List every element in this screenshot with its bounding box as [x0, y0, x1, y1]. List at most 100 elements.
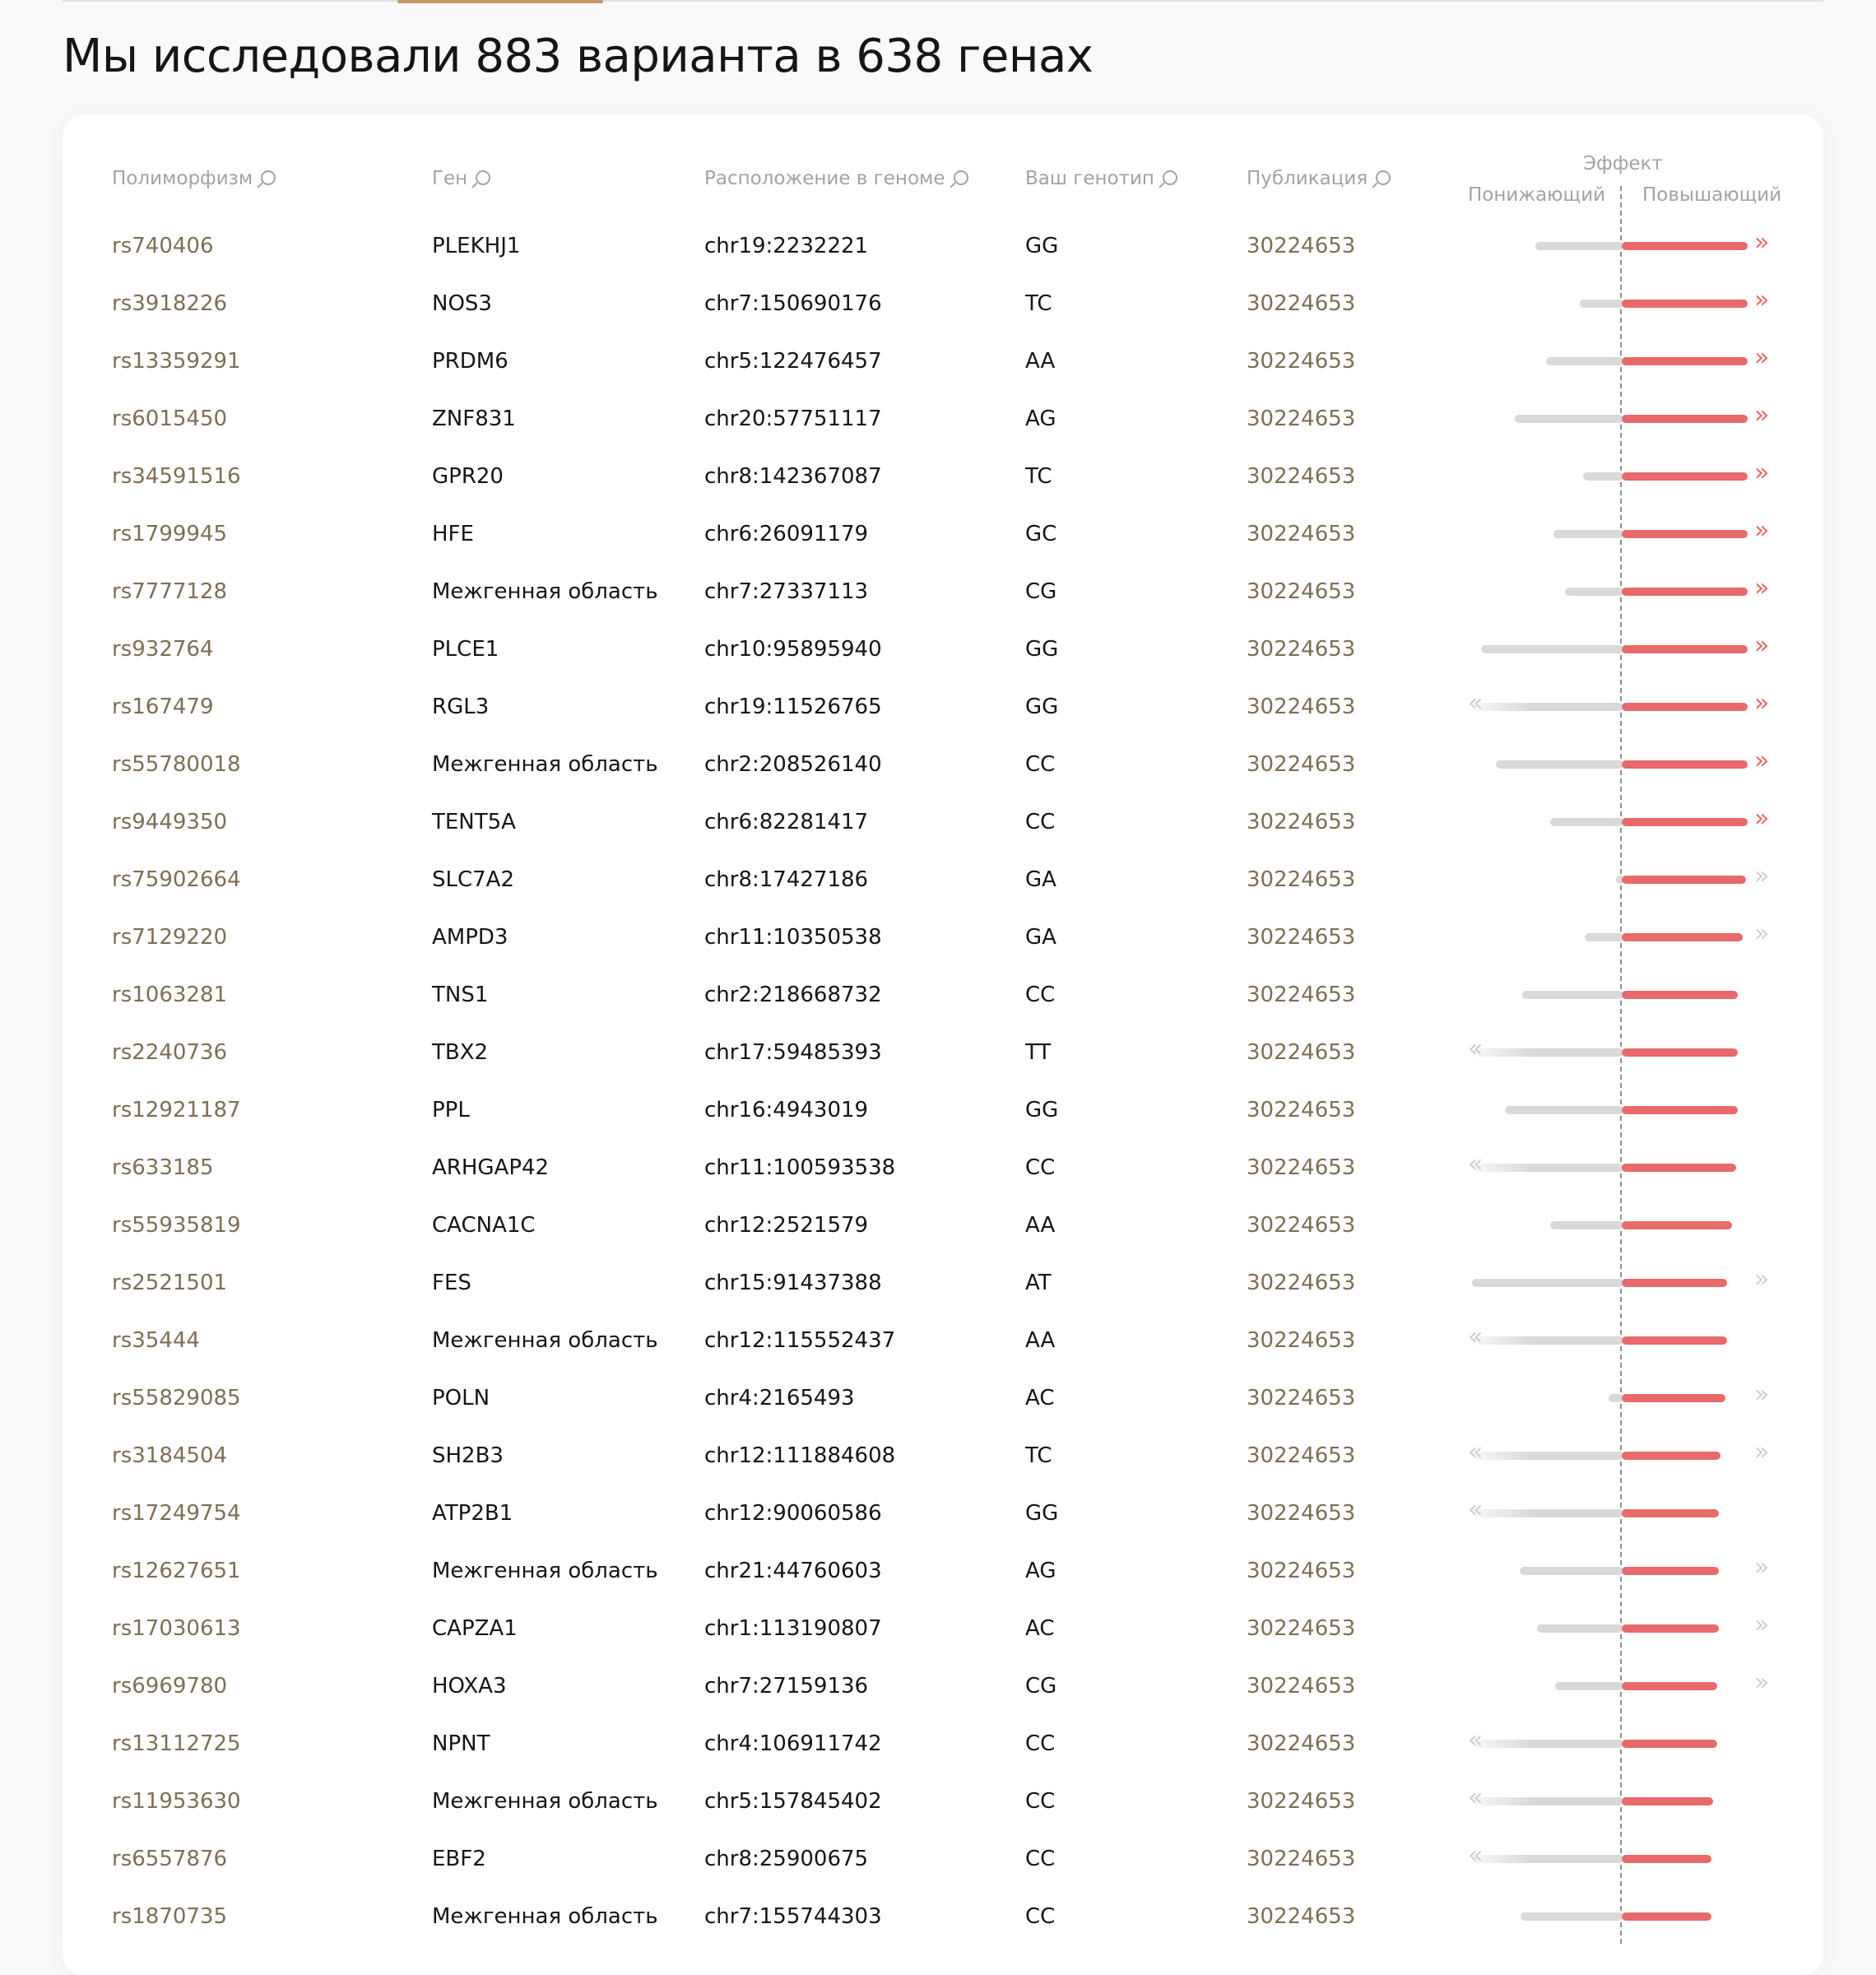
table-row[interactable]: rs55829085 POLN chr4:2165493 AC 30224653 »: [0, 1368, 1876, 1425]
polymorphism-link[interactable]: rs35444: [112, 1328, 200, 1353]
publication-link[interactable]: 30224653: [1247, 1847, 1356, 1871]
publication-link[interactable]: 30224653: [1247, 1328, 1356, 1353]
publication-link[interactable]: 30224653: [1247, 234, 1356, 258]
polymorphism-link[interactable]: rs6015450: [112, 407, 228, 431]
table-row[interactable]: rs75902664 SLC7A2 chr8:17427186 GA 30224653 »: [0, 849, 1876, 907]
column-header-polymorphism[interactable]: Полиморфизм: [112, 168, 276, 189]
table-row[interactable]: rs17249754 ATP2B1 chr12:90060586 GG 30224653…: [0, 1483, 1876, 1540]
table-row[interactable]: rs6015450 ZNF831 chr20:57751117 AG 30224653 »: [0, 388, 1876, 446]
polymorphism-link[interactable]: rs11953630: [112, 1789, 241, 1814]
polymorphism-link[interactable]: rs6557876: [112, 1847, 228, 1871]
table-row[interactable]: rs12627651 Межгенная область chr21:4476060…: [0, 1540, 1876, 1598]
table-row[interactable]: rs2521501 FES chr15:91437388 AT 30224653 »: [0, 1252, 1876, 1310]
table-row[interactable]: rs3918226 NOS3 chr7:150690176 TC 30224653 »: [0, 273, 1876, 331]
publication-link[interactable]: 30224653: [1247, 1789, 1356, 1814]
polymorphism-link[interactable]: rs55935819: [112, 1213, 241, 1238]
publication-link[interactable]: 30224653: [1247, 1386, 1356, 1410]
search-icon[interactable]: [261, 170, 276, 185]
publication-link[interactable]: 30224653: [1247, 291, 1356, 316]
polymorphism-link[interactable]: rs1063281: [112, 983, 228, 1007]
polymorphism-link[interactable]: rs34591516: [112, 464, 241, 489]
publication-link[interactable]: 30224653: [1247, 349, 1356, 374]
publication-link[interactable]: 30224653: [1247, 522, 1356, 546]
table-row[interactable]: rs1799945 HFE chr6:26091179 GC 30224653 »: [0, 504, 1876, 561]
publication-link[interactable]: 30224653: [1247, 1271, 1356, 1295]
table-row[interactable]: rs6557876 EBF2 chr8:25900675 CC 30224653 «: [0, 1829, 1876, 1886]
table-row[interactable]: rs35444 Межгенная область chr12:115552437 A…: [0, 1310, 1876, 1368]
polymorphism-link[interactable]: rs1870735: [112, 1904, 228, 1929]
table-row[interactable]: rs6969780 HOXA3 chr7:27159136 CG 30224653 »: [0, 1656, 1876, 1713]
polymorphism-link[interactable]: rs13359291: [112, 349, 241, 374]
polymorphism-link[interactable]: rs17030613: [112, 1616, 241, 1641]
publication-link[interactable]: 30224653: [1247, 1904, 1356, 1929]
polymorphism-link[interactable]: rs55780018: [112, 752, 241, 777]
publication-link[interactable]: 30224653: [1247, 752, 1356, 777]
table-row[interactable]: rs9449350 TENT5A chr6:82281417 CC 30224653 »: [0, 792, 1876, 849]
table-row[interactable]: rs17030613 CAPZA1 chr1:113190807 AC 30224653…: [0, 1598, 1876, 1656]
publication-link[interactable]: 30224653: [1247, 1559, 1356, 1583]
search-icon[interactable]: [953, 170, 968, 185]
search-icon[interactable]: [1376, 170, 1391, 185]
polymorphism-link[interactable]: rs12921187: [112, 1098, 241, 1122]
table-row[interactable]: rs740406 PLEKHJ1 chr19:2232221 GG 30224653 »: [0, 216, 1876, 273]
polymorphism-link[interactable]: rs2240736: [112, 1040, 228, 1065]
polymorphism-link[interactable]: rs2521501: [112, 1271, 228, 1295]
table-row[interactable]: rs1063281 TNS1 chr2:218668732 CC 30224653: [0, 964, 1876, 1022]
publication-link[interactable]: 30224653: [1247, 1674, 1356, 1698]
table-row[interactable]: rs55780018 Межгенная область chr2:20852614…: [0, 734, 1876, 792]
polymorphism-link[interactable]: rs55829085: [112, 1386, 241, 1410]
publication-link[interactable]: 30224653: [1247, 867, 1356, 892]
publication-link[interactable]: 30224653: [1247, 637, 1356, 662]
table-row[interactable]: rs7777128 Межгенная область chr7:27337113 C…: [0, 561, 1876, 619]
polymorphism-link[interactable]: rs932764: [112, 637, 214, 662]
polymorphism-link[interactable]: rs7129220: [112, 925, 228, 950]
publication-link[interactable]: 30224653: [1247, 1213, 1356, 1238]
polymorphism-link[interactable]: rs3184504: [112, 1443, 228, 1468]
polymorphism-link[interactable]: rs7777128: [112, 579, 228, 604]
table-row[interactable]: rs13359291 PRDM6 chr5:122476457 AA 30224653 »: [0, 331, 1876, 388]
publication-link[interactable]: 30224653: [1247, 1616, 1356, 1641]
publication-link[interactable]: 30224653: [1247, 925, 1356, 950]
publication-link[interactable]: 30224653: [1247, 1098, 1356, 1122]
publication-link[interactable]: 30224653: [1247, 1155, 1356, 1180]
search-icon[interactable]: [476, 170, 491, 185]
polymorphism-link[interactable]: rs633185: [112, 1155, 214, 1180]
table-row[interactable]: rs1870735 Межгенная область chr7:155744303…: [0, 1886, 1876, 1944]
polymorphism-link[interactable]: rs740406: [112, 234, 214, 258]
column-header-gene[interactable]: Ген: [432, 168, 491, 189]
polymorphism-link[interactable]: rs3918226: [112, 291, 228, 316]
table-row[interactable]: rs932764 PLCE1 chr10:95895940 GG 30224653 »: [0, 619, 1876, 676]
publication-link[interactable]: 30224653: [1247, 1040, 1356, 1065]
table-row[interactable]: rs7129220 AMPD3 chr11:10350538 GA 30224653 »: [0, 907, 1876, 964]
polymorphism-link[interactable]: rs1799945: [112, 522, 228, 546]
polymorphism-link[interactable]: rs17249754: [112, 1501, 241, 1526]
publication-link[interactable]: 30224653: [1247, 579, 1356, 604]
table-row[interactable]: rs13112725 NPNT chr4:106911742 CC 30224653 «: [0, 1713, 1876, 1771]
polymorphism-link[interactable]: rs75902664: [112, 867, 241, 892]
table-row[interactable]: rs34591516 GPR20 chr8:142367087 TC 30224653 »: [0, 446, 1876, 504]
publication-link[interactable]: 30224653: [1247, 1443, 1356, 1468]
table-row[interactable]: rs11953630 Межгенная область chr5:15784540…: [0, 1771, 1876, 1829]
polymorphism-link[interactable]: rs12627651: [112, 1559, 241, 1583]
publication-link[interactable]: 30224653: [1247, 983, 1356, 1007]
column-header-publication[interactable]: Публикация: [1247, 168, 1391, 189]
table-row[interactable]: rs55935819 CACNA1C chr12:2521579 AA 30224653: [0, 1195, 1876, 1252]
polymorphism-link[interactable]: rs6969780: [112, 1674, 228, 1698]
column-header-genotype[interactable]: Ваш генотип: [1025, 168, 1177, 189]
search-icon[interactable]: [1162, 170, 1177, 185]
publication-link[interactable]: 30224653: [1247, 1501, 1356, 1526]
polymorphism-link[interactable]: rs167479: [112, 695, 214, 719]
table-row[interactable]: rs3184504 SH2B3 chr12:111884608 TC 30224653 »…: [0, 1425, 1876, 1483]
publication-link[interactable]: 30224653: [1247, 1731, 1356, 1756]
table-row[interactable]: rs2240736 TBX2 chr17:59485393 TT 30224653 «: [0, 1022, 1876, 1080]
polymorphism-link[interactable]: rs9449350: [112, 810, 228, 834]
publication-link[interactable]: 30224653: [1247, 810, 1356, 834]
column-header-location[interactable]: Расположение в геноме: [704, 168, 968, 189]
table-row[interactable]: rs12921187 PPL chr16:4943019 GG 30224653: [0, 1080, 1876, 1137]
publication-link[interactable]: 30224653: [1247, 695, 1356, 719]
publication-link[interactable]: 30224653: [1247, 464, 1356, 489]
polymorphism-link[interactable]: rs13112725: [112, 1731, 241, 1756]
table-row[interactable]: rs633185 ARHGAP42 chr11:100593538 CC 3022465…: [0, 1137, 1876, 1195]
publication-link[interactable]: 30224653: [1247, 407, 1356, 431]
table-row[interactable]: rs167479 RGL3 chr19:11526765 GG 30224653 » «: [0, 676, 1876, 734]
